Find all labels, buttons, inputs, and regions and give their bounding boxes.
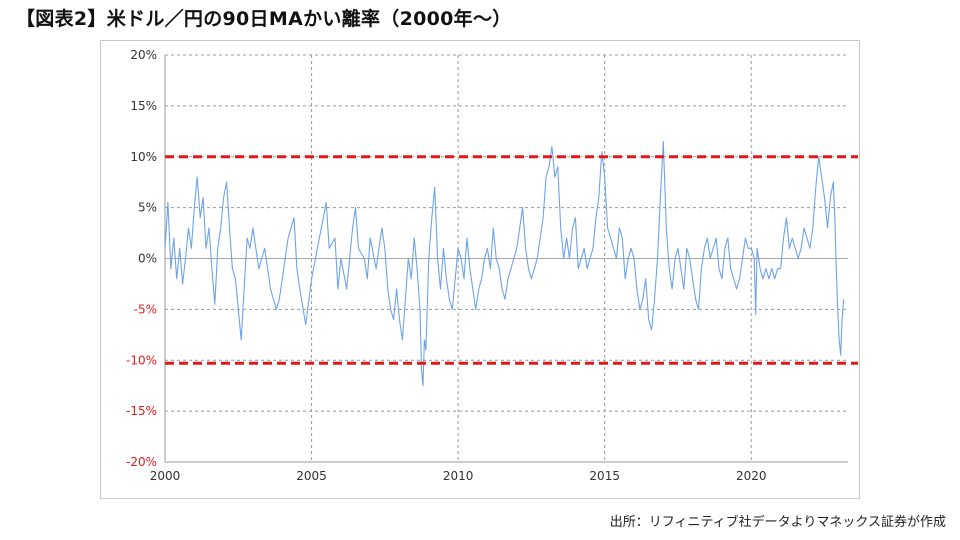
x-tick-label: 2020 <box>736 469 767 483</box>
y-tick-label: -10% <box>126 353 157 367</box>
y-tick-label: -15% <box>126 404 157 418</box>
chart-area: 20% 15% 10% 5% 0% -5% -10% -15% -20% 2000 2005 2010… <box>100 40 860 499</box>
y-tick-label: 20% <box>130 48 157 62</box>
source-note: 出所：リフィニティブ社データよりマネックス証券が作成 <box>609 515 946 530</box>
series-line <box>164 140 845 387</box>
y-tick-label: 0% <box>138 252 157 266</box>
x-tick-label: 2005 <box>296 469 327 483</box>
x-tick-label: 2010 <box>443 469 474 483</box>
y-tick-label: -20% <box>126 455 157 469</box>
x-tick-label: 2015 <box>589 469 620 483</box>
y-tick-label: 10% <box>130 150 157 164</box>
x-tick-label: 2000 <box>150 469 181 483</box>
chart-svg: 20% 15% 10% 5% 0% -5% -10% -15% -20%2000 2005 2010… <box>126 48 858 483</box>
y-tick-label: 15% <box>130 99 157 113</box>
y-tick-label: 5% <box>138 201 157 215</box>
chart-title: 【図表2】米ドル／円の90日MAかい離率（2000年～） <box>16 8 512 30</box>
y-tick-label: -5% <box>134 302 157 316</box>
